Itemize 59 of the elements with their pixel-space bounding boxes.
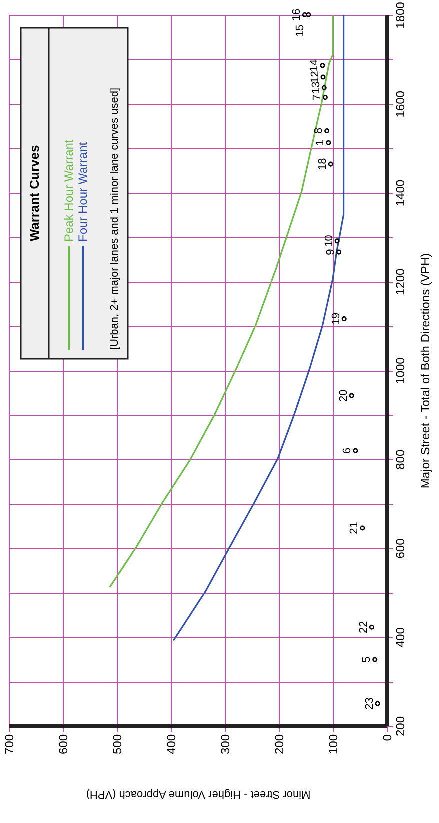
point [324,128,330,134]
y-tick-label: 400 [394,627,408,648]
point [322,85,327,90]
text: Four Hour Warrant [76,142,90,242]
annotation: 9 [324,249,337,256]
point [326,140,332,146]
y-tick-label: 1600 [394,90,408,118]
annotation: 16 [290,8,303,22]
point [342,316,347,322]
annotation: 12 [309,71,322,84]
y-tick-label: 800 [394,450,408,470]
point [334,238,340,244]
annotation: 6 [342,448,354,454]
annotation: 22 [358,621,370,634]
annotation: 19 [330,312,342,326]
point [322,95,328,100]
point [328,162,334,167]
point [360,526,366,531]
y-tick-label: 1200 [394,268,408,296]
x-tick-label: 0 [380,734,394,742]
annotation: 7 [311,94,324,101]
annotation: 21 [348,522,361,534]
x-tick-label: 400 [164,734,178,755]
x-tick-label: 200 [272,734,286,755]
point [302,12,308,18]
text: Peak Hour Warrant [62,139,76,242]
y-tick-label: 1800 [394,2,408,29]
y-axis-title: Major Street - Total of Both Directions (VPH) [418,253,432,489]
y-tick-label: 200 [394,716,408,737]
annotation: 15 [294,24,307,38]
annotation: 8 [313,128,326,134]
x-tick-label: 100 [326,734,340,755]
annotation: 23 [364,698,376,710]
point [369,624,374,630]
point [320,74,326,80]
annotation: 14 [308,60,321,72]
annotation: 1 [314,140,327,146]
y-tick-label: 1000 [394,357,408,384]
annotation: [Urban, 2+ major lanes and 1 minor lane curves used] [109,88,121,350]
point [320,63,326,68]
x-tick-label: 300 [218,734,232,755]
annotation: 5 [361,656,374,663]
point [306,12,312,18]
point [353,448,358,454]
point [349,393,354,398]
y-tick-label: 600 [394,538,408,559]
legend-title: Warrant Curves [27,145,42,242]
x-tick-label: 500 [110,734,124,755]
point [372,657,378,662]
annotation: 20 [338,390,350,402]
point [375,701,380,706]
annotation: 13 [310,82,322,94]
y-tick-label: 1400 [394,180,408,207]
x-axis-title: Minor Street - Higher Volume Approach (VPH) [86,788,311,801]
annotation: 18 [316,158,329,170]
x-tick-label: 700 [2,734,16,755]
point [336,250,342,255]
x-tick-label: 600 [56,734,70,755]
annotation: 10 [323,235,336,248]
